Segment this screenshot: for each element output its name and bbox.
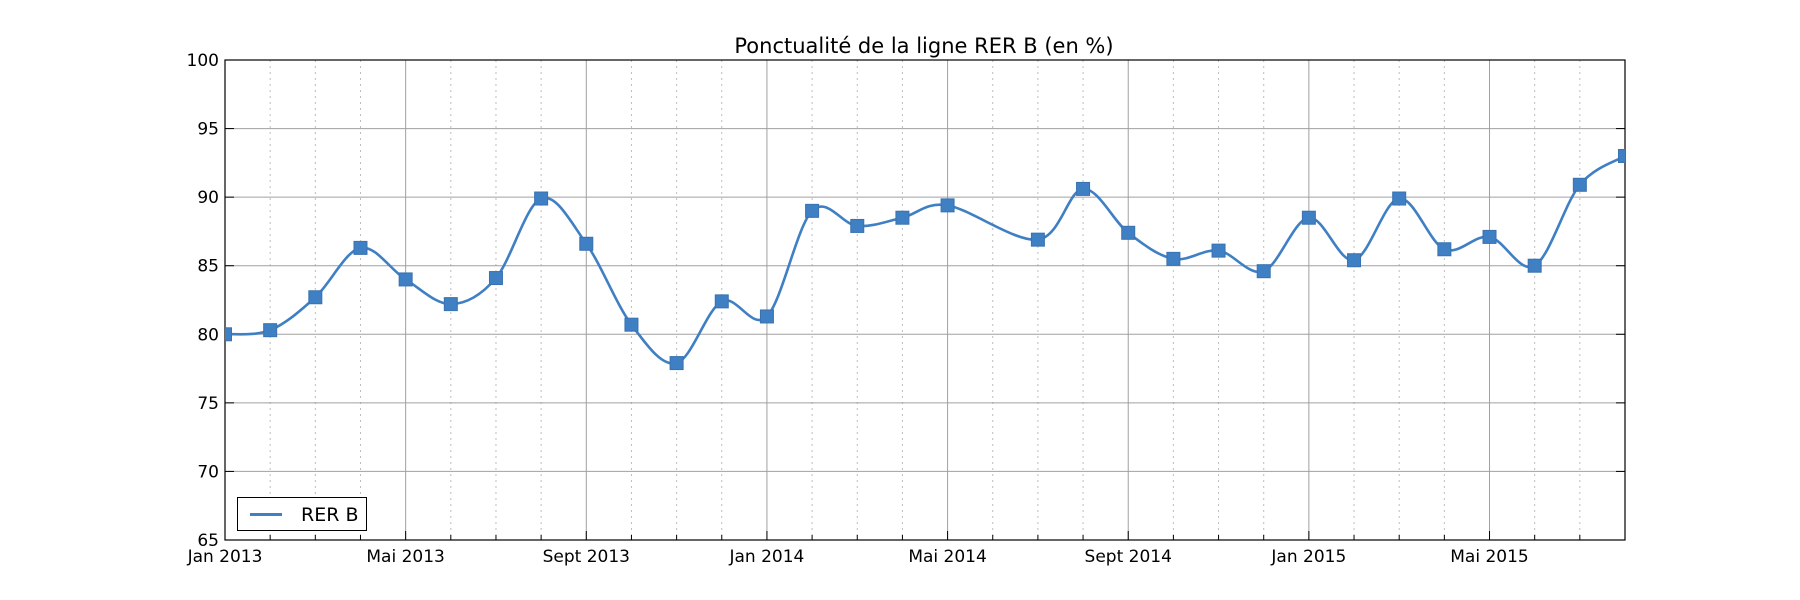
data-point <box>850 218 865 233</box>
data-point <box>534 191 549 206</box>
data-point <box>1256 264 1271 279</box>
data-point <box>669 356 684 371</box>
data-point <box>1166 251 1181 266</box>
data-point <box>1527 258 1542 273</box>
x-tick-label: Mai 2013 <box>366 547 444 567</box>
y-tick-label: 95 <box>197 120 219 140</box>
data-point <box>759 309 774 324</box>
x-tick-label: Mai 2014 <box>908 547 986 567</box>
data-point <box>1392 191 1407 206</box>
legend-line-swatch <box>250 513 282 516</box>
data-point <box>940 198 955 213</box>
y-tick-label: 75 <box>197 394 219 414</box>
x-tick-label: Sept 2013 <box>543 547 630 567</box>
y-tick-label: 90 <box>197 188 219 208</box>
data-point <box>225 327 232 342</box>
y-tick-label: 80 <box>197 325 219 345</box>
data-point <box>1437 242 1452 257</box>
legend-label: RER B <box>301 504 359 526</box>
data-point <box>353 240 368 255</box>
data-point <box>805 203 820 218</box>
y-tick-label: 85 <box>197 257 219 277</box>
y-tick-label: 65 <box>197 531 219 551</box>
data-point <box>398 272 413 287</box>
data-point <box>1482 229 1497 244</box>
x-tick-label: Jan 2015 <box>1270 547 1346 567</box>
data-point <box>1030 232 1045 247</box>
plot-frame <box>224 59 1626 541</box>
series-layer <box>225 149 1625 371</box>
data-point <box>263 323 278 338</box>
grid <box>225 60 1625 540</box>
y-tick-label: 70 <box>197 462 219 482</box>
data-point <box>1301 210 1316 225</box>
data-point <box>1076 181 1091 196</box>
x-tick-label: Jan 2013 <box>187 547 263 567</box>
x-tick-label: Jan 2014 <box>728 547 804 567</box>
y-tick-label: 100 <box>187 51 219 71</box>
data-point <box>1347 253 1362 268</box>
data-point <box>443 297 458 312</box>
data-point <box>308 290 323 305</box>
data-point <box>1121 225 1136 240</box>
chart-title: Ponctualité de la ligne RER B (en %) <box>734 34 1113 58</box>
x-tick-label: Mai 2015 <box>1450 547 1528 567</box>
data-point <box>895 210 910 225</box>
legend: RER B <box>237 497 367 531</box>
data-point <box>624 317 639 332</box>
series-group <box>225 149 1625 371</box>
data-point <box>1211 243 1226 258</box>
data-point <box>1572 177 1587 192</box>
x-tick-label: Sept 2014 <box>1085 547 1172 567</box>
data-point <box>714 294 729 309</box>
axes <box>224 59 1626 541</box>
data-point <box>488 271 503 286</box>
series-line <box>225 154 1625 365</box>
data-point <box>1618 149 1625 163</box>
data-point <box>579 236 594 251</box>
tick-labels: Jan 2013 Mai 2013 Sept 2013 Jan 2014 Mai 201… <box>187 51 1529 567</box>
